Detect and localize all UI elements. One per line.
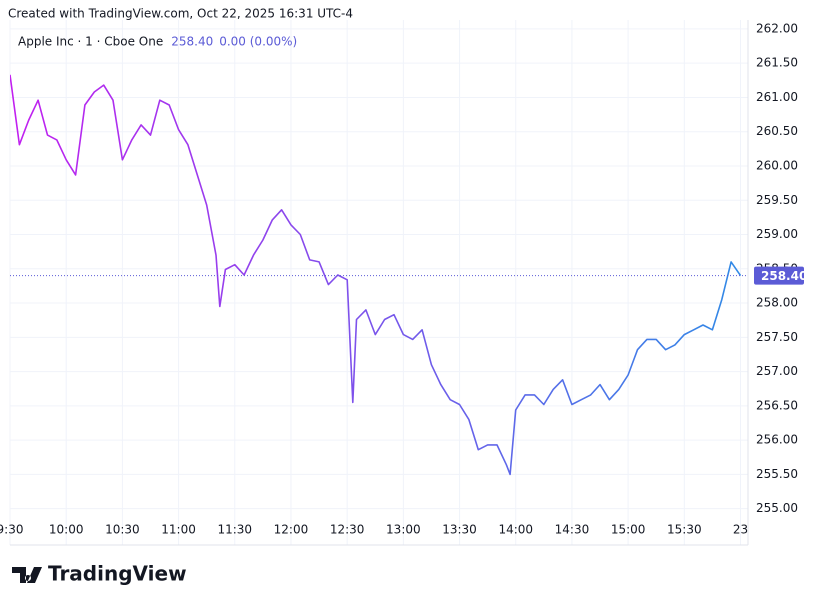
y-tick-label: 256.00 bbox=[756, 433, 798, 447]
y-tick-label: 255.00 bbox=[756, 501, 798, 515]
y-tick-label: 259.00 bbox=[756, 227, 798, 241]
y-tick-label: 255.50 bbox=[756, 467, 798, 481]
last-price-box bbox=[754, 266, 804, 285]
x-tick-label: 15:30 bbox=[667, 523, 702, 537]
y-tick-label: 261.00 bbox=[756, 90, 798, 104]
x-tick-label: 12:00 bbox=[274, 523, 309, 537]
x-tick-label: 10:00 bbox=[49, 523, 84, 537]
logo-mark bbox=[12, 567, 42, 583]
y-tick-label: 261.50 bbox=[756, 56, 798, 70]
x-tick-label: 15:00 bbox=[611, 523, 646, 537]
y-tick-label: 260.00 bbox=[756, 158, 798, 172]
logo-text: TradingView bbox=[48, 562, 187, 586]
legend-price: 258.40 bbox=[171, 35, 213, 49]
y-tick-label: 258.00 bbox=[756, 296, 798, 310]
y-tick-label: 262.00 bbox=[756, 21, 798, 35]
x-tick-label: 13:00 bbox=[386, 523, 421, 537]
x-tick-label: 12:30 bbox=[330, 523, 365, 537]
legend-change: 0.00 (0.00%) bbox=[219, 35, 297, 49]
logo: TradingView bbox=[12, 562, 187, 586]
y-tick-label: 257.00 bbox=[756, 364, 798, 378]
x-tick-label: 14:30 bbox=[555, 523, 590, 537]
y-tick-label: 257.50 bbox=[756, 330, 798, 344]
x-tick-label: 23 bbox=[733, 523, 748, 537]
x-tick-label: 14:00 bbox=[498, 523, 533, 537]
x-tick-label: 13:30 bbox=[442, 523, 477, 537]
y-tick-label: 256.50 bbox=[756, 398, 798, 412]
x-tick-label: 9:30 bbox=[0, 523, 23, 537]
x-tick-label: 11:00 bbox=[161, 523, 196, 537]
x-tick-label: 10:30 bbox=[105, 523, 140, 537]
legend-symbol: Apple Inc · 1 · Cboe One bbox=[18, 35, 163, 49]
x-tick-label: 11:30 bbox=[217, 523, 252, 537]
last-price-label: 258.40 bbox=[761, 269, 807, 283]
y-tick-label: 259.50 bbox=[756, 193, 798, 207]
price-line bbox=[10, 74, 742, 476]
credit: Created with TradingView.com, Oct 22, 20… bbox=[8, 7, 353, 21]
y-tick-label: 260.50 bbox=[756, 124, 798, 138]
